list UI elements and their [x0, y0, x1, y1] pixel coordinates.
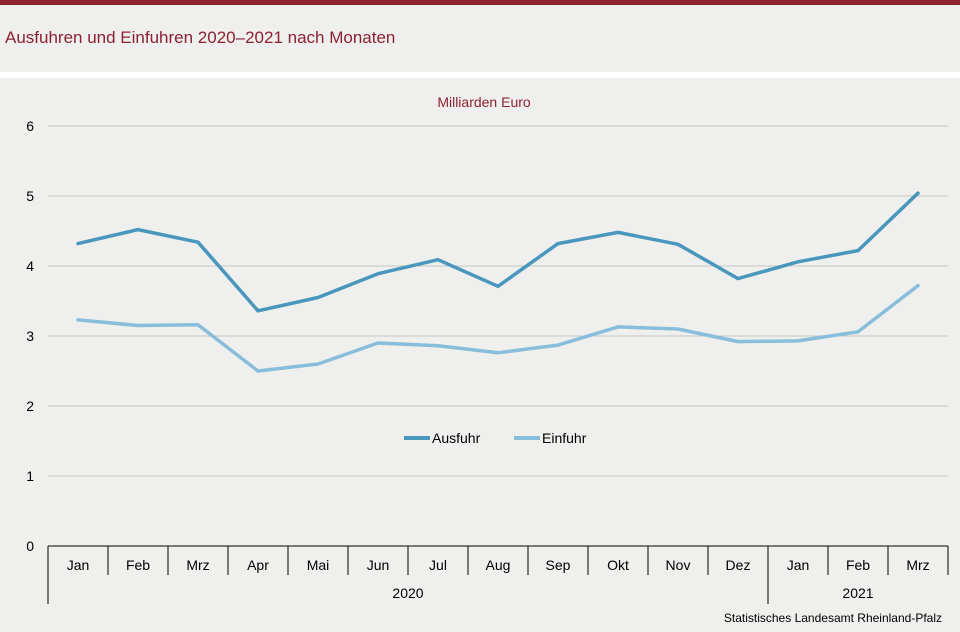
data-point — [916, 191, 920, 195]
year-label: 2021 — [842, 585, 873, 601]
y-tick-label: 3 — [26, 328, 34, 344]
y-tick-label: 1 — [26, 468, 34, 484]
data-point — [856, 330, 860, 334]
data-point — [496, 351, 500, 355]
legend: Ausfuhr Einfuhr — [404, 430, 587, 446]
data-point — [616, 325, 620, 329]
x-tick-label: Mrz — [906, 557, 929, 573]
y-tick-label: 6 — [26, 118, 34, 134]
data-point — [736, 340, 740, 344]
data-point — [256, 309, 260, 313]
data-point — [196, 323, 200, 327]
x-tick-label: Mai — [307, 557, 330, 573]
data-point — [436, 258, 440, 262]
data-point — [436, 344, 440, 348]
y-tick-label: 4 — [26, 258, 34, 274]
data-point — [376, 272, 380, 276]
data-point — [496, 284, 500, 288]
x-tick-label: Jan — [787, 557, 810, 573]
data-point — [616, 230, 620, 234]
title-divider — [0, 72, 960, 78]
data-point — [316, 362, 320, 366]
data-point — [916, 284, 920, 288]
data-point — [796, 260, 800, 264]
data-point — [676, 327, 680, 331]
data-point — [196, 240, 200, 244]
x-tick-label: Jul — [429, 557, 447, 573]
data-point — [136, 324, 140, 327]
y-tick-label: 2 — [26, 398, 34, 414]
data-point — [76, 242, 80, 246]
data-point — [556, 343, 560, 347]
series-line-ausfuhr — [76, 191, 920, 313]
x-tick-label: Mrz — [186, 557, 209, 573]
x-tick-label: Aug — [486, 557, 511, 573]
data-point — [76, 318, 80, 322]
legend-label: Einfuhr — [542, 430, 587, 446]
data-point — [256, 369, 260, 373]
x-tick-label: Feb — [846, 557, 870, 573]
data-point — [736, 277, 740, 281]
data-point — [556, 242, 560, 246]
y-axis: 0 1 2 3 4 5 6 — [26, 118, 34, 554]
x-tick-label: Jan — [67, 557, 90, 573]
source-note: Statistisches Landesamt Rheinland-Pfalz — [724, 611, 942, 625]
unit-label: Milliarden Euro — [437, 94, 531, 110]
x-tick-label: Nov — [666, 557, 691, 573]
top-accent-bar — [0, 0, 960, 5]
x-tick-label: Sep — [546, 557, 571, 573]
y-tick-label: 5 — [26, 188, 34, 204]
x-tick-label: Apr — [247, 557, 269, 573]
legend-label: Ausfuhr — [432, 430, 481, 446]
data-point — [316, 296, 320, 299]
x-tick-label: Okt — [607, 557, 629, 573]
data-point — [856, 249, 860, 253]
gridlines — [48, 125, 948, 477]
year-label: 2020 — [392, 585, 423, 601]
series-lines — [76, 191, 920, 373]
y-tick-label: 0 — [26, 538, 34, 554]
data-point — [376, 341, 380, 345]
x-axis: Jan Feb Mrz Apr Mai Jun Jul Aug Sep Okt Nov Dez Jan F… — [47, 545, 949, 604]
x-tick-label: Dez — [726, 557, 751, 573]
data-point — [676, 242, 680, 246]
x-tick-label: Feb — [126, 557, 150, 573]
series-line-einfuhr — [76, 283, 920, 373]
x-tick-label: Jun — [367, 557, 390, 573]
page-title: Ausfuhren und Einfuhren 2020–2021 nach M… — [5, 28, 396, 47]
data-point — [136, 228, 140, 232]
data-point — [796, 339, 800, 343]
